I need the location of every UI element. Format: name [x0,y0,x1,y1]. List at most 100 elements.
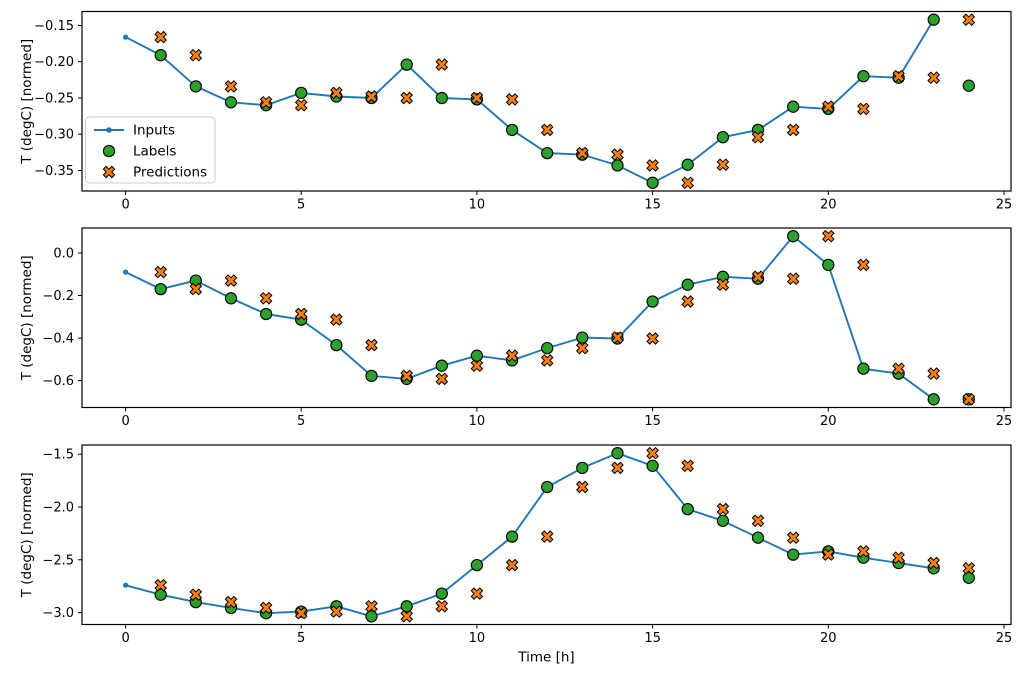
y-tick-label: −0.25 [34,92,74,107]
y-tick-label: −1.5 [42,448,74,463]
prediction-point-x [927,71,941,85]
subplot-3: 0 5 10 15 20 25 −1.5 −2.0 −2.5 −3.0 T (degC) [norm… [19,444,1012,666]
predictions-points [154,446,976,623]
label-point-circle [646,459,659,472]
y-tick-label: −0.15 [34,19,74,34]
label-point-circle [576,331,589,344]
legend-item-label: Inputs [133,123,175,139]
y-tick-label: −2.5 [42,553,74,568]
y-tick-label: −0.4 [42,332,74,347]
subplot-1: 0 5 10 15 20 25 −0.15 −0.20 −0.25 −0.30 −0.35T (de… [19,10,1012,213]
label-point-circle [365,610,378,623]
input-point-dot [123,34,129,40]
label-point-circle [224,292,238,305]
prediction-point-x [681,295,695,308]
prediction-point-x [224,595,238,609]
prediction-point-x [505,349,519,363]
label-point-circle [470,349,484,362]
prediction-point-x [575,146,589,160]
y-tick-label: 0.0 [53,247,74,262]
prediction-point-x [786,531,800,545]
prediction-point-x [681,176,695,190]
prediction-point-x [857,102,870,116]
prediction-point-x [927,556,941,570]
prediction-point-x [821,100,835,114]
prediction-point-x [294,98,308,112]
y-tick-label: −2.0 [42,501,74,516]
x-tick-label: 15 [644,414,661,429]
prediction-point-x [540,123,554,137]
label-point-circle [154,282,167,296]
prediction-point-x [435,372,449,386]
label-point-circle [541,341,554,355]
label-point-circle [435,359,448,372]
label-point-circle [716,514,730,527]
legend-inputs-dot-icon [106,127,112,133]
prediction-point-x [962,561,976,575]
label-point-circle [857,70,870,83]
prediction-point-x [751,130,765,144]
prediction-point-x [962,13,976,27]
prediction-point-x [892,551,905,565]
y-axis-label: T (degC) [normed] [19,472,35,598]
prediction-point-x [927,367,941,380]
prediction-point-x [365,90,378,103]
axes-frame [81,444,1012,626]
x-tick-label: 0 [121,631,129,646]
prediction-point-x [470,359,484,373]
label-point-circle [365,369,378,383]
prediction-point-x [505,93,519,106]
prediction-point-x [435,599,449,613]
prediction-point-x [540,530,554,543]
y-tick-label: −0.2 [42,289,74,304]
x-tick-label: 10 [469,414,486,429]
y-tick-label: −0.35 [34,164,74,179]
x-tick-label: 5 [297,414,305,429]
predictions-points [154,229,976,406]
x-tick-label: 15 [644,198,661,213]
x-tick-label: 10 [469,198,486,213]
prediction-point-x [189,48,203,62]
prediction-point-x [716,278,730,292]
label-point-circle [295,86,308,100]
label-point-circle [857,362,870,375]
label-point-circle [681,502,694,516]
x-tick-label: 20 [820,631,837,646]
prediction-point-x [751,270,765,284]
x-axis: 0 5 10 15 20 25 [121,624,1012,646]
x-axis-label: Time [h] [517,650,574,666]
prediction-point-x [330,605,343,618]
prediction-point-x [821,548,835,561]
label-point-circle [400,600,413,613]
y-axis-label: T (degC) [normed] [19,255,35,381]
y-tick-label: −0.20 [34,55,74,70]
prediction-point-x [294,606,308,620]
prediction-point-x [751,514,765,528]
label-point-circle [927,13,940,26]
prediction-point-x [540,354,554,367]
prediction-point-x [154,265,168,279]
prediction-point-x [365,338,378,352]
prediction-point-x [224,274,238,287]
x-tick-label: 10 [469,631,486,646]
prediction-point-x [611,331,624,344]
label-point-circle [681,278,694,291]
prediction-point-x [857,258,870,272]
prediction-point-x [154,578,168,592]
label-point-circle [681,158,694,171]
label-point-circle [962,79,975,92]
label-point-circle [505,530,519,543]
label-point-circle [787,100,800,113]
legend-item: Inputs [94,123,175,139]
label-point-circle [646,176,659,189]
prediction-point-x [259,291,273,305]
y-axis-label: T (degC) [normed] [19,39,35,165]
label-point-circle [154,49,167,62]
prediction-point-x [716,502,730,516]
label-point-circle [541,146,554,160]
labels-points [154,13,975,189]
input-point-dot [123,582,129,588]
prediction-point-x [505,558,519,572]
